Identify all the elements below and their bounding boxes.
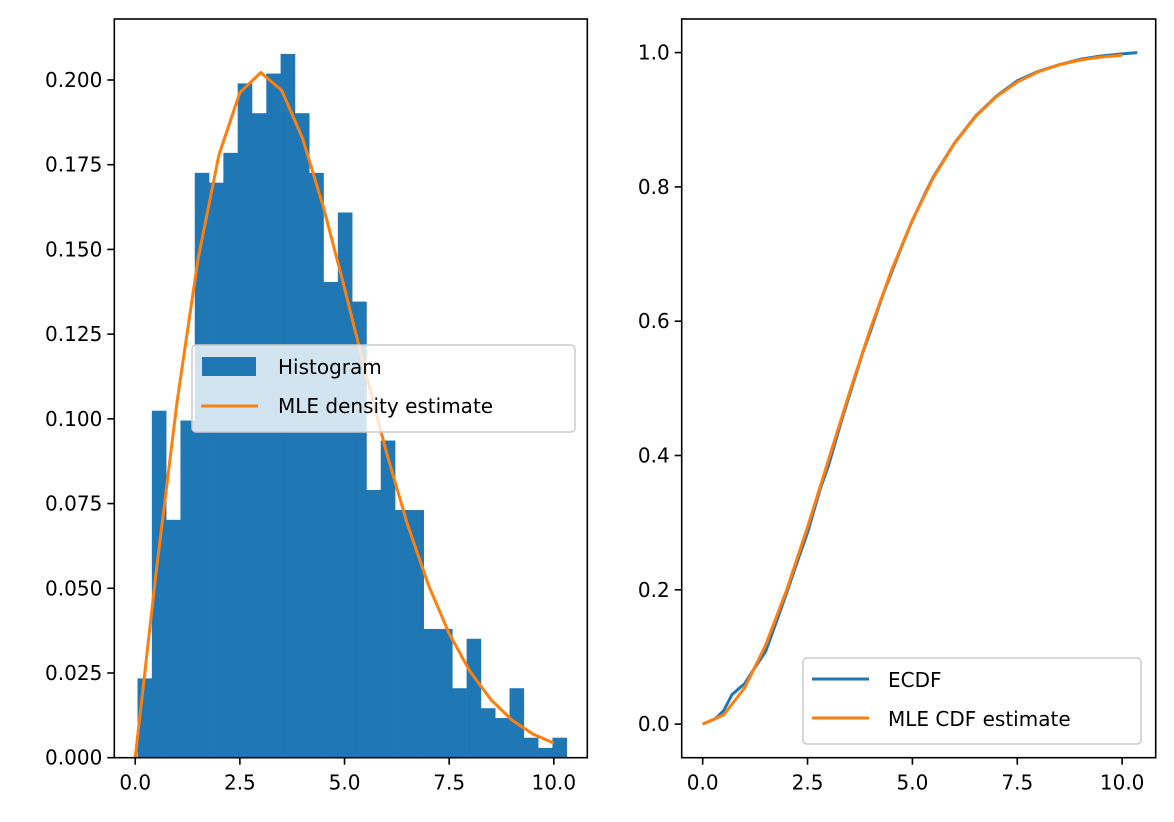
histogram-bar	[380, 440, 396, 758]
y-tick-label: 0.100	[45, 407, 102, 431]
y-tick-label: 0.150	[45, 237, 102, 261]
cdf-axes-frame	[680, 18, 1157, 759]
legend-label-histogram: Histogram	[278, 355, 382, 379]
mle-cdf-line	[702, 53, 1123, 726]
histogram-bar	[151, 410, 167, 758]
x-tick-label: 5.0	[897, 771, 929, 795]
density-curve-group	[133, 71, 555, 758]
histogram-bar	[552, 737, 568, 758]
y-tick-label: 0.6	[638, 309, 670, 333]
histogram-x-axis: 0.0 2.5 5.0 7.5 10.0	[119, 757, 577, 795]
x-tick-label: 0.0	[687, 771, 719, 795]
histogram-bar	[466, 638, 482, 758]
legend-frame	[802, 657, 1142, 745]
cdf-y-axis: 0.0 0.2 0.4 0.6 0.8 1.0	[638, 41, 682, 736]
histogram-bar	[209, 182, 224, 758]
histogram-subplot: 0.0 2.5 5.0 7.5 10.0 0.000 0.025 0.050 0.075 0.1…	[45, 18, 589, 795]
y-tick-label: 0.050	[45, 576, 102, 600]
histogram-bar	[194, 172, 210, 758]
y-tick-label: 0.175	[45, 153, 102, 177]
histogram-bar	[223, 152, 238, 758]
histogram-bar	[366, 490, 382, 758]
histogram-bar	[437, 628, 453, 758]
histogram-bar	[294, 113, 310, 758]
y-tick-label: 0.025	[45, 661, 102, 685]
histogram-bar	[309, 172, 324, 758]
histogram-bar	[538, 747, 553, 758]
axes-spines	[113, 18, 589, 759]
histogram-bar	[423, 628, 439, 758]
cdf-subplot: 0.0 2.5 5.0 7.5 10.0 0.0 0.2 0.4 0.6 0.8 1.0 ECDF…	[638, 18, 1157, 795]
cdf-legend: ECDF MLE CDF estimate	[802, 657, 1142, 745]
y-tick-label: 0.200	[45, 68, 102, 92]
axes-spines	[680, 18, 1157, 759]
histogram-bar	[251, 113, 267, 758]
y-tick-label: 0.4	[638, 444, 670, 468]
legend-frame	[191, 344, 576, 433]
x-tick-label: 0.0	[119, 771, 151, 795]
y-tick-label: 0.000	[45, 746, 102, 770]
legend-patch-histogram	[202, 357, 256, 376]
y-tick-label: 0.0	[638, 712, 670, 736]
histogram-bar	[480, 708, 496, 758]
histogram-bar	[452, 688, 467, 758]
y-tick-label: 1.0	[638, 41, 670, 65]
x-tick-label: 7.5	[433, 771, 465, 795]
histogram-bar	[166, 519, 181, 758]
x-tick-label: 10.0	[532, 771, 577, 795]
y-tick-label: 0.075	[45, 492, 102, 516]
cdf-x-axis: 0.0 2.5 5.0 7.5 10.0	[687, 757, 1145, 795]
x-tick-label: 7.5	[1001, 771, 1033, 795]
y-tick-label: 0.8	[638, 175, 670, 199]
legend-label-density: MLE density estimate	[278, 394, 493, 418]
histogram-bar	[495, 718, 510, 758]
x-tick-label: 10.0	[1100, 771, 1145, 795]
legend-label-mle-cdf: MLE CDF estimate	[888, 707, 1071, 731]
y-tick-label: 0.2	[638, 578, 670, 602]
mle-density-line	[133, 71, 555, 758]
histogram-bar	[409, 509, 424, 758]
x-tick-label: 2.5	[224, 771, 256, 795]
histogram-bars	[137, 53, 568, 758]
legend-label-ecdf: ECDF	[888, 668, 942, 692]
x-tick-label: 5.0	[329, 771, 361, 795]
histogram-bar	[395, 509, 410, 758]
cdf-lines-group	[702, 51, 1138, 726]
histogram-axes-frame	[113, 18, 589, 759]
histogram-bar	[523, 737, 539, 758]
x-tick-label: 2.5	[792, 771, 824, 795]
y-tick-label: 0.125	[45, 322, 102, 346]
histogram-bar	[180, 420, 196, 758]
histogram-y-axis: 0.000 0.025 0.050 0.075 0.100 0.125 0.150 0.175…	[45, 68, 115, 770]
histogram-legend: Histogram MLE density estimate	[191, 344, 576, 433]
